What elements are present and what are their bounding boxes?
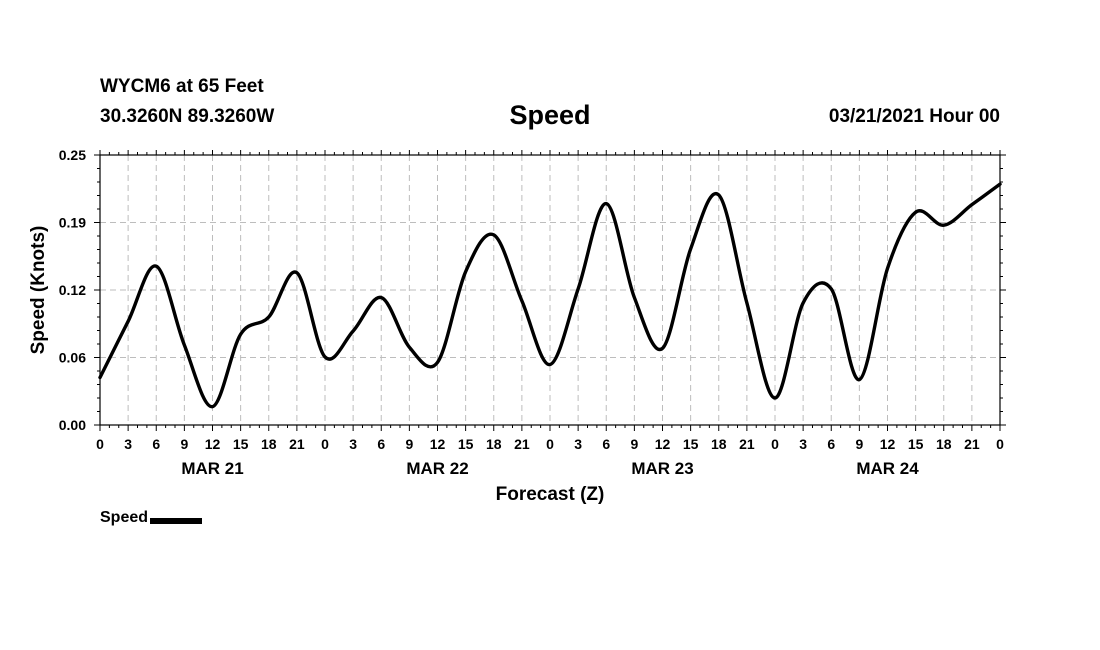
x-tick-label: 9 [630, 436, 638, 452]
x-tick-label: 0 [996, 436, 1004, 452]
legend-swatch-speed [150, 517, 203, 524]
y-axis-label: Speed (Knots) [28, 226, 49, 355]
x-tick-label: 21 [514, 436, 530, 452]
day-label: MAR 21 [181, 459, 243, 478]
x-tick-label: 18 [486, 436, 502, 452]
day-label: MAR 24 [856, 459, 919, 478]
x-tick-label: 6 [602, 436, 610, 452]
x-tick-label: 15 [458, 436, 474, 452]
x-tick-label: 21 [289, 436, 305, 452]
x-tick-label: 9 [180, 436, 188, 452]
x-tick-label: 21 [964, 436, 980, 452]
x-tick-label: 6 [377, 436, 385, 452]
x-axis-label: Forecast (Z) [496, 484, 605, 505]
x-tick-label: 15 [683, 436, 699, 452]
y-tick-label: 0.06 [59, 350, 86, 366]
x-tick-label: 12 [430, 436, 446, 452]
day-label: MAR 23 [631, 459, 693, 478]
y-tick-label: 0.00 [59, 417, 86, 433]
x-tick-label: 12 [655, 436, 671, 452]
forecast-datetime: 03/21/2021 Hour 00 [828, 106, 1000, 127]
day-labels: MAR 21 MAR 22 MAR 23 MAR 24 [181, 459, 919, 478]
x-tick-label: 0 [321, 436, 329, 452]
series-layer [98, 182, 1002, 409]
day-label: MAR 22 [406, 459, 468, 478]
x-tick-labels: 0 3 6 9 12 15 18 21 0 3 6 9 12 15 18 21 0 3 6 9 12 15 18 21 0 3 6 9… [96, 436, 1004, 452]
y-tick-label: 0.19 [59, 215, 86, 231]
x-tick-label: 3 [799, 436, 807, 452]
x-tick-label: 12 [880, 436, 896, 452]
coordinates-label: 30.3260N 89.3260W [100, 106, 275, 127]
x-tick-label: 9 [405, 436, 413, 452]
x-tick-label: 3 [124, 436, 132, 452]
y-tick-labels: 0.00 0.06 0.12 0.19 0.25 [59, 147, 86, 433]
x-tick-label: 9 [855, 436, 863, 452]
x-tick-label: 15 [908, 436, 924, 452]
x-tick-label: 3 [574, 436, 582, 452]
y-tick-label: 0.12 [59, 282, 86, 298]
station-label: WYCM6 at 65 Feet [100, 76, 264, 97]
chart-title: Speed [509, 100, 591, 130]
legend: Speed [100, 509, 203, 527]
legend-label-speed: Speed [100, 509, 149, 526]
x-tick-label: 18 [261, 436, 277, 452]
x-tick-label: 0 [546, 436, 554, 452]
x-tick-label: 12 [205, 436, 221, 452]
x-tick-label: 18 [936, 436, 952, 452]
x-tick-label: 6 [152, 436, 160, 452]
plot-frame [99, 154, 1001, 426]
x-tick-label: 0 [96, 436, 104, 452]
x-tick-label: 3 [349, 436, 357, 452]
x-tick-label: 21 [739, 436, 755, 452]
y-tick-label: 0.25 [59, 147, 86, 163]
x-tick-label: 6 [827, 436, 835, 452]
x-tick-label: 15 [233, 436, 249, 452]
grid-layer [100, 155, 1000, 425]
x-tick-label: 0 [771, 436, 779, 452]
series-line-speed [98, 182, 1002, 409]
x-tick-label: 18 [711, 436, 727, 452]
